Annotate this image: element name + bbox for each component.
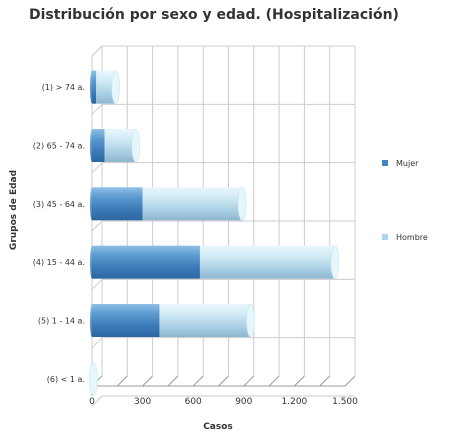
x-tick-label: 600	[185, 397, 202, 407]
row-gridline-left-wall	[91, 278, 103, 290]
floor-depth-line	[218, 375, 229, 387]
x-tick-label: 900	[235, 397, 252, 407]
legend-swatch-mujer	[382, 160, 388, 166]
y-category-label: (4) 15 - 44 a.	[33, 258, 85, 267]
bar-end-cap	[246, 303, 255, 338]
bar-hombre-3	[142, 187, 243, 221]
legend-label-hombre: Hombre	[396, 233, 428, 242]
x-tick-label: 1.200	[282, 397, 308, 407]
row-gridline-left-wall	[91, 220, 103, 232]
bar-mujer-5	[92, 304, 160, 337]
row-gridline-left-wall	[91, 162, 103, 174]
chart-title: Distribución por sexo y edad. (Hospitali…	[29, 7, 399, 23]
floor-depth-line	[268, 375, 280, 387]
plot-bars	[89, 70, 340, 396]
y-axis-title: Grupos de Edad	[9, 170, 19, 250]
row-gridline-left-wall	[91, 103, 103, 115]
bar-hombre-4	[199, 245, 335, 279]
bar-end-cap	[330, 245, 340, 279]
floor-depth-line	[192, 375, 204, 387]
floor-depth-line	[167, 375, 179, 387]
bar-left-cap	[90, 70, 94, 104]
bar-end-cap	[131, 128, 141, 163]
bar-hombre-2	[104, 129, 136, 162]
bar-end-cap	[111, 70, 120, 104]
row-gridline-left-wall	[91, 395, 103, 407]
bar-left-cap	[90, 304, 94, 337]
row-gridline-left-wall	[91, 45, 103, 57]
legend-swatch-hombre	[382, 234, 388, 240]
bar-left-cap	[90, 129, 94, 162]
bar-left-cap	[90, 187, 94, 221]
y-category-label: (1) > 74 a.	[42, 83, 85, 92]
bar-hombre-1	[96, 70, 116, 104]
floor-depth-line	[243, 375, 255, 387]
bar-end-cap	[237, 187, 247, 221]
x-tick-label: 0	[89, 397, 95, 407]
x-axis-title: Casos	[203, 422, 233, 432]
bar-mujer-4	[92, 245, 200, 279]
bar-left-cap	[90, 245, 94, 279]
bar-hombre-5	[159, 304, 251, 337]
legend-label-mujer: Mujer	[396, 159, 419, 168]
floor-depth-line	[294, 375, 305, 387]
y-category-label: (3) 45 - 64 a.	[33, 200, 85, 209]
floor-depth-line	[344, 375, 356, 387]
bar-mujer-1	[92, 70, 97, 104]
row-gridline-left-wall	[91, 337, 103, 349]
floor-depth-line	[116, 375, 128, 387]
y-category-label: (6) < 1 a.	[47, 375, 85, 384]
axis-labels: 0 300 600 900 1.200 1.500 (1) > 74 a. (2) 65 - …	[33, 83, 358, 407]
floor-depth-line	[319, 375, 331, 387]
y-category-label: (2) 65 - 74 a.	[33, 142, 85, 151]
bar-mujer-2	[92, 129, 105, 162]
bar-end-cap	[89, 362, 98, 396]
floor-depth-line	[142, 375, 153, 387]
x-tick-label: 1.500	[332, 397, 358, 407]
legend: Mujer Hombre	[382, 159, 428, 242]
y-category-label: (5) 1 - 14 a.	[38, 317, 85, 326]
x-tick-label: 300	[134, 397, 151, 407]
bar-mujer-3	[92, 187, 143, 221]
plot-grid	[91, 45, 356, 407]
